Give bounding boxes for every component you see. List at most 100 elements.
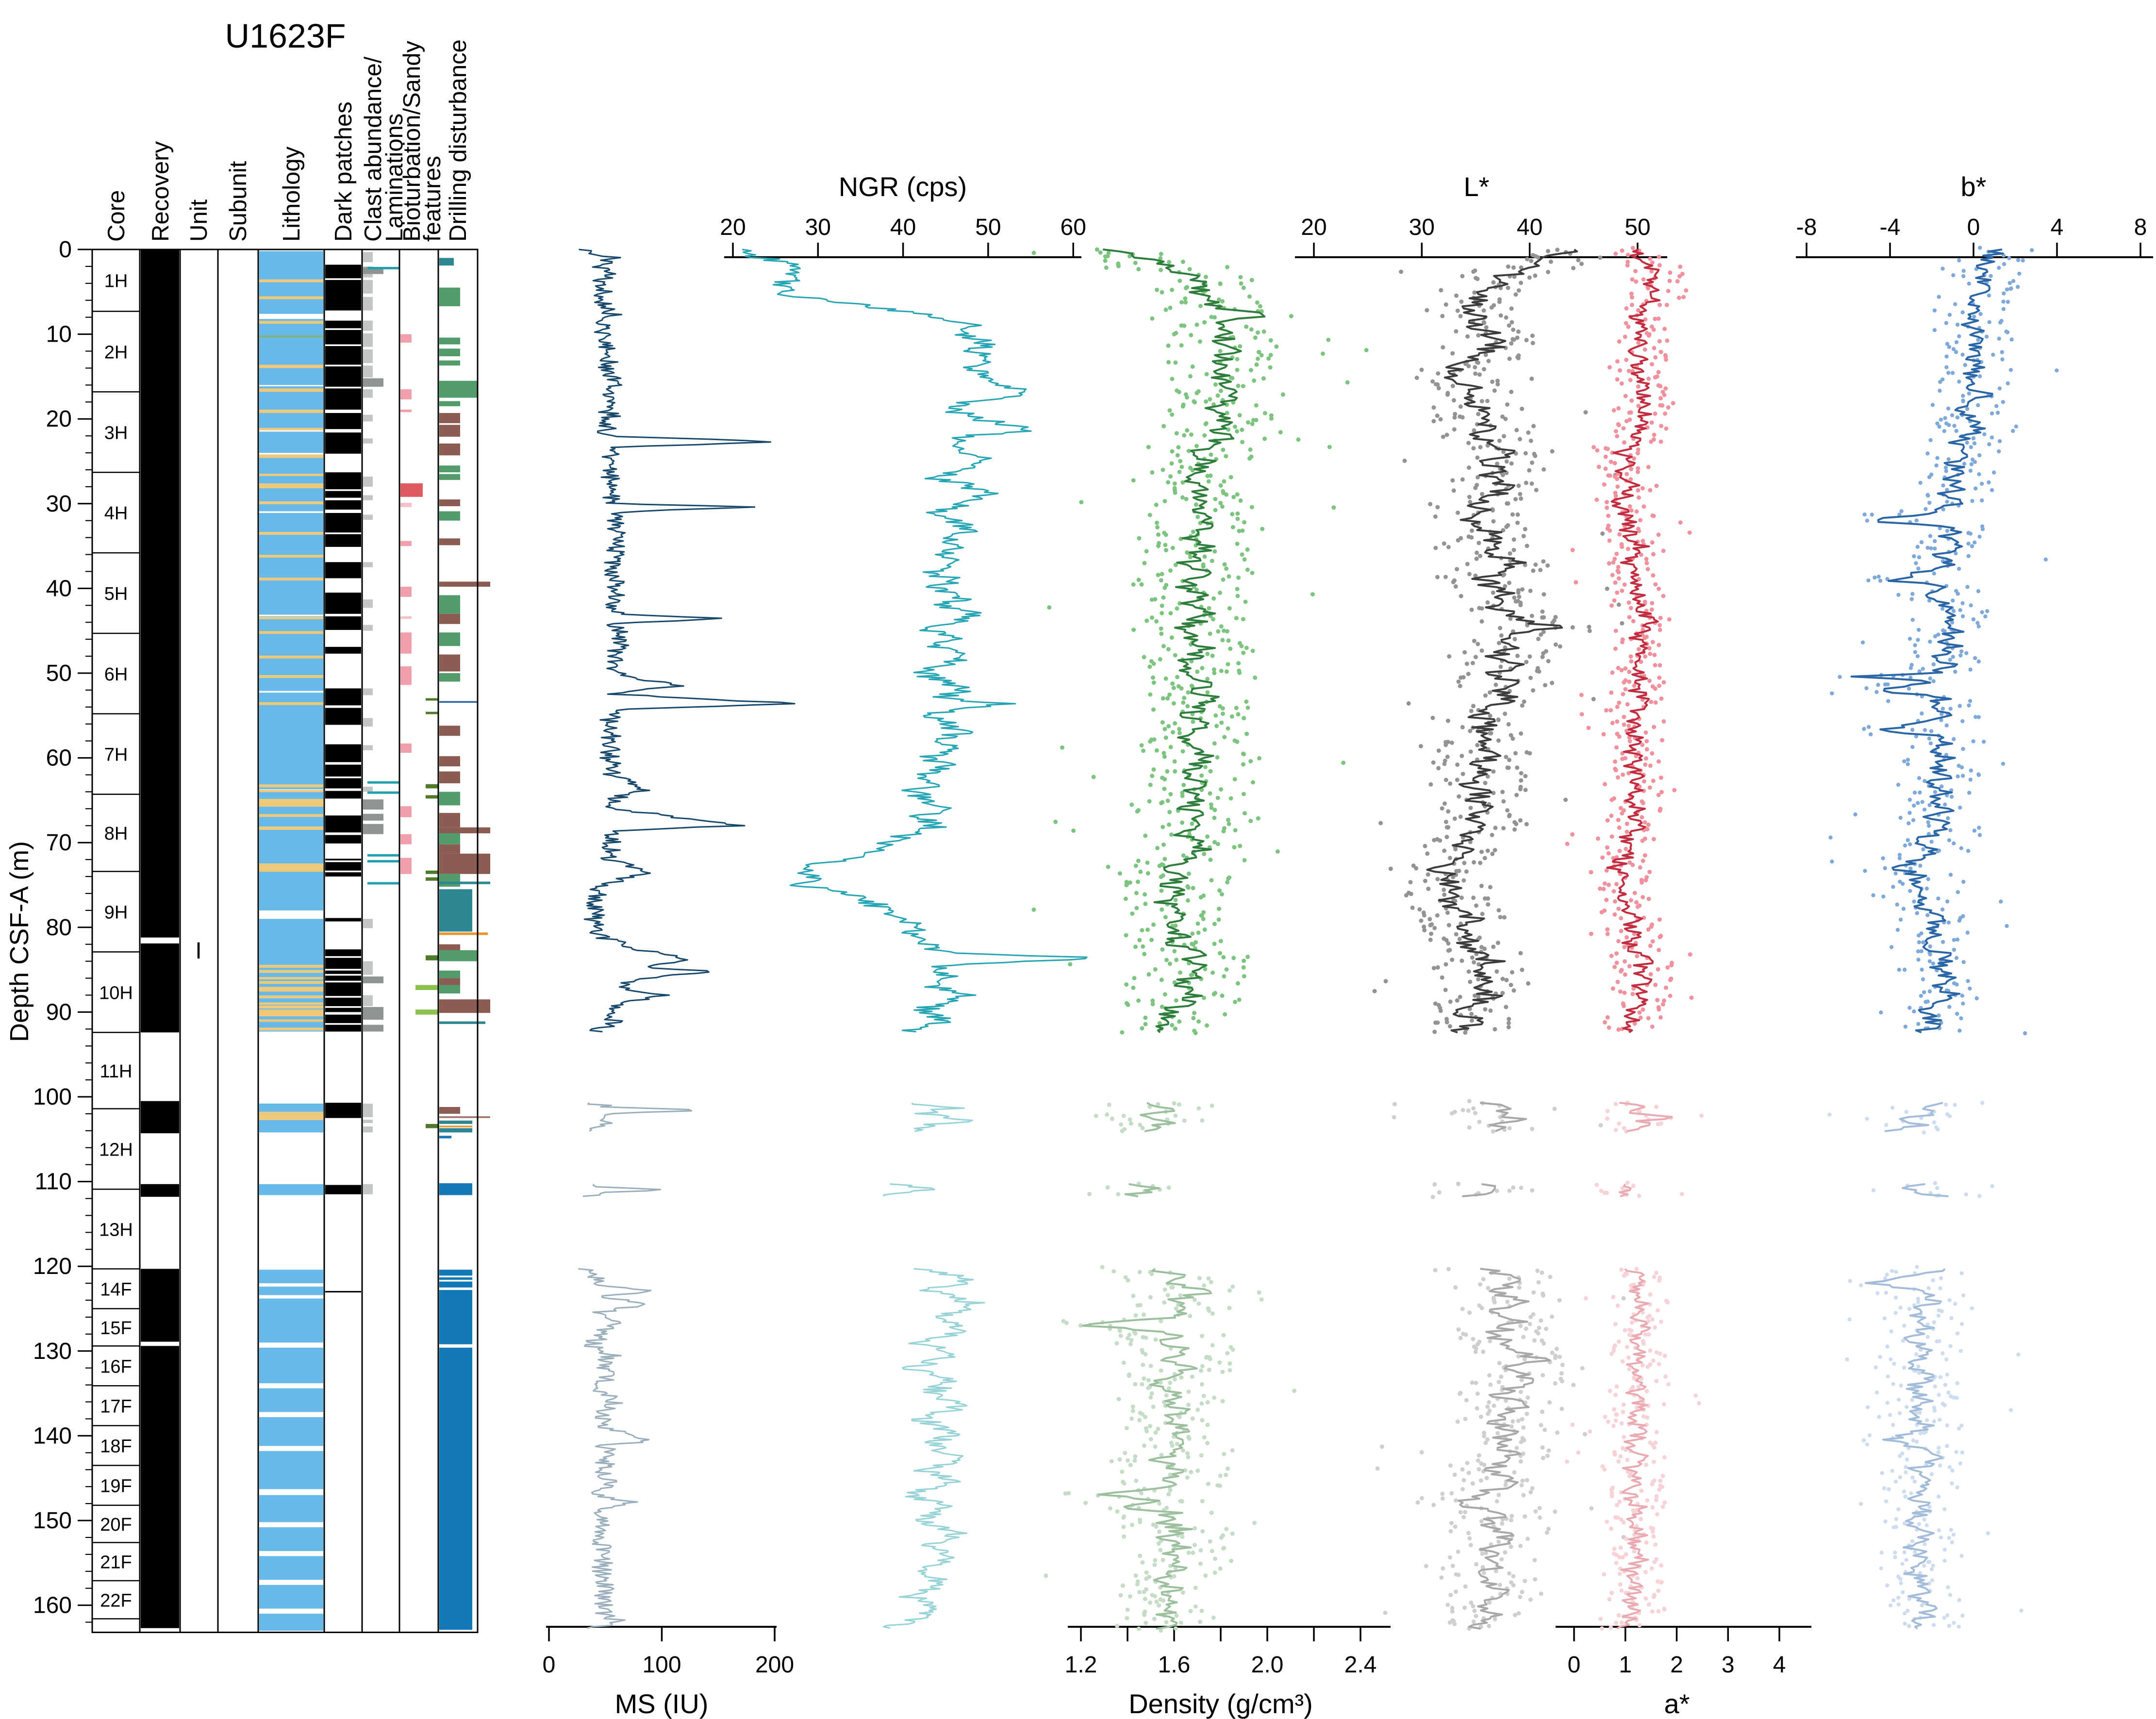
- lstar-dot: [1428, 782, 1433, 787]
- density-dot: [1173, 721, 1178, 726]
- bstar-dot: [1896, 1602, 1901, 1607]
- lithology-yellow-stripe: [259, 279, 323, 282]
- lstar-dot: [1444, 1017, 1449, 1022]
- bstar-dot: [1927, 736, 1931, 741]
- lstar-dot: [1518, 437, 1522, 442]
- lstar-dot: [1542, 1341, 1546, 1346]
- lstar-dot: [1529, 376, 1534, 381]
- density-dot: [1137, 1418, 1142, 1422]
- density-dot: [1181, 853, 1186, 858]
- lstar-dot: [1541, 559, 1546, 564]
- astar-dot: [1653, 1542, 1658, 1547]
- astar-dot: [1668, 977, 1673, 982]
- astar-dot: [1621, 772, 1625, 777]
- lstar-dot: [1470, 1481, 1475, 1486]
- lstar-dot: [1453, 1524, 1458, 1529]
- lstar-dot: [1471, 1604, 1476, 1609]
- dark-patch: [325, 346, 361, 365]
- lstar-dot: [1512, 637, 1517, 642]
- astar-dot: [1632, 1021, 1637, 1026]
- density-dot: [1107, 1102, 1111, 1107]
- density-dot: [1141, 748, 1145, 753]
- bstar-dot: [2011, 279, 2016, 283]
- bstar-dot: [1902, 1365, 1907, 1370]
- density-dot: [1227, 822, 1231, 826]
- drilling-disturbance-mark: [439, 287, 460, 306]
- bstar-dot: [1959, 1423, 1964, 1428]
- bstar-dot: [1948, 1344, 1953, 1348]
- density-dot: [1205, 1023, 1209, 1028]
- density-dot: [1269, 413, 1274, 418]
- density-dot: [1170, 1443, 1175, 1448]
- astar-dot: [1659, 696, 1664, 701]
- density-dot: [1124, 933, 1128, 938]
- astar-dot: [1643, 730, 1648, 735]
- bstar-dot: [1922, 1130, 1926, 1135]
- bstar-dot: [1929, 729, 1934, 733]
- bstar-dot: [1914, 734, 1919, 739]
- lstar-dot: [1450, 478, 1455, 483]
- density-dot: [1218, 1566, 1223, 1571]
- density-dot: [1147, 1423, 1152, 1428]
- bstar-dot: [1893, 1550, 1897, 1555]
- lstar-dot: [1506, 285, 1510, 290]
- astar-dot: [1620, 545, 1625, 549]
- bstar-dot: [1950, 1481, 1954, 1486]
- astar-dot: [1658, 1351, 1662, 1356]
- lithology-yellow-stripe: [259, 578, 323, 581]
- lstar-dot: [1440, 975, 1444, 980]
- lstar-dot: [1541, 651, 1546, 656]
- lithology-yellow-stripe: [259, 1111, 323, 1114]
- bstar-dot: [1973, 540, 1977, 545]
- bstar-dot: [1973, 656, 1977, 661]
- density-dot: [1151, 922, 1156, 927]
- density-dot: [1146, 445, 1151, 449]
- density-dot: [1212, 671, 1217, 676]
- astar-line: [1606, 248, 1661, 1033]
- core-label: 17F: [100, 1396, 132, 1417]
- astar-dot: [1648, 972, 1653, 976]
- drilling-disturbance-mark: [439, 1270, 472, 1276]
- astar-dot: [1613, 768, 1618, 773]
- astar-dot: [1627, 669, 1632, 674]
- dark-patch: [325, 491, 361, 498]
- bstar-dot: [1939, 1276, 1943, 1280]
- lstar-dot: [1521, 534, 1526, 539]
- bstar-dot: [1942, 1558, 1947, 1563]
- lstar-dot: [1446, 923, 1451, 927]
- lstar-dot: [1488, 1382, 1493, 1387]
- bstar-dot: [1922, 1564, 1926, 1568]
- astar-dot: [1624, 419, 1629, 424]
- lstar-dot: [1545, 248, 1550, 253]
- bstar-dot: [1879, 1010, 1883, 1015]
- lstar-dot: [1519, 1483, 1524, 1488]
- sandy-feature-green: [415, 1009, 438, 1015]
- column-header-clast-1: Clast abundance/: [360, 56, 386, 242]
- lstar-dot: [1555, 248, 1560, 252]
- lstar-dot: [1460, 477, 1465, 482]
- density-dot: [1117, 1457, 1122, 1462]
- density-dot: [1130, 1408, 1135, 1413]
- bstar-dot: [1901, 907, 1906, 911]
- astar-dot: [1606, 513, 1611, 518]
- lstar-dot: [1476, 977, 1481, 982]
- density-dot: [1193, 1031, 1198, 1035]
- lstar-dot: [1433, 1001, 1438, 1006]
- bstar-dot: [1958, 653, 1963, 658]
- lstar-dot: [1506, 765, 1511, 770]
- astar-dot: [1653, 316, 1658, 321]
- lstar-dot: [1552, 1107, 1557, 1111]
- astar-dot: [1609, 690, 1614, 695]
- dark-patch: [325, 264, 361, 279]
- astar-dot: [1622, 1435, 1626, 1439]
- lstar-dot: [1466, 1471, 1471, 1475]
- density-dot: [1187, 267, 1192, 272]
- astar-dot: [1634, 509, 1639, 514]
- astar-dot: [1665, 338, 1670, 343]
- bstar-dot: [1929, 840, 1934, 844]
- lstar-dot: [1485, 600, 1490, 605]
- density-dot: [1233, 424, 1237, 429]
- density-dot: [1200, 666, 1205, 671]
- density-dot: [1177, 469, 1182, 474]
- density-dot: [1137, 1590, 1142, 1595]
